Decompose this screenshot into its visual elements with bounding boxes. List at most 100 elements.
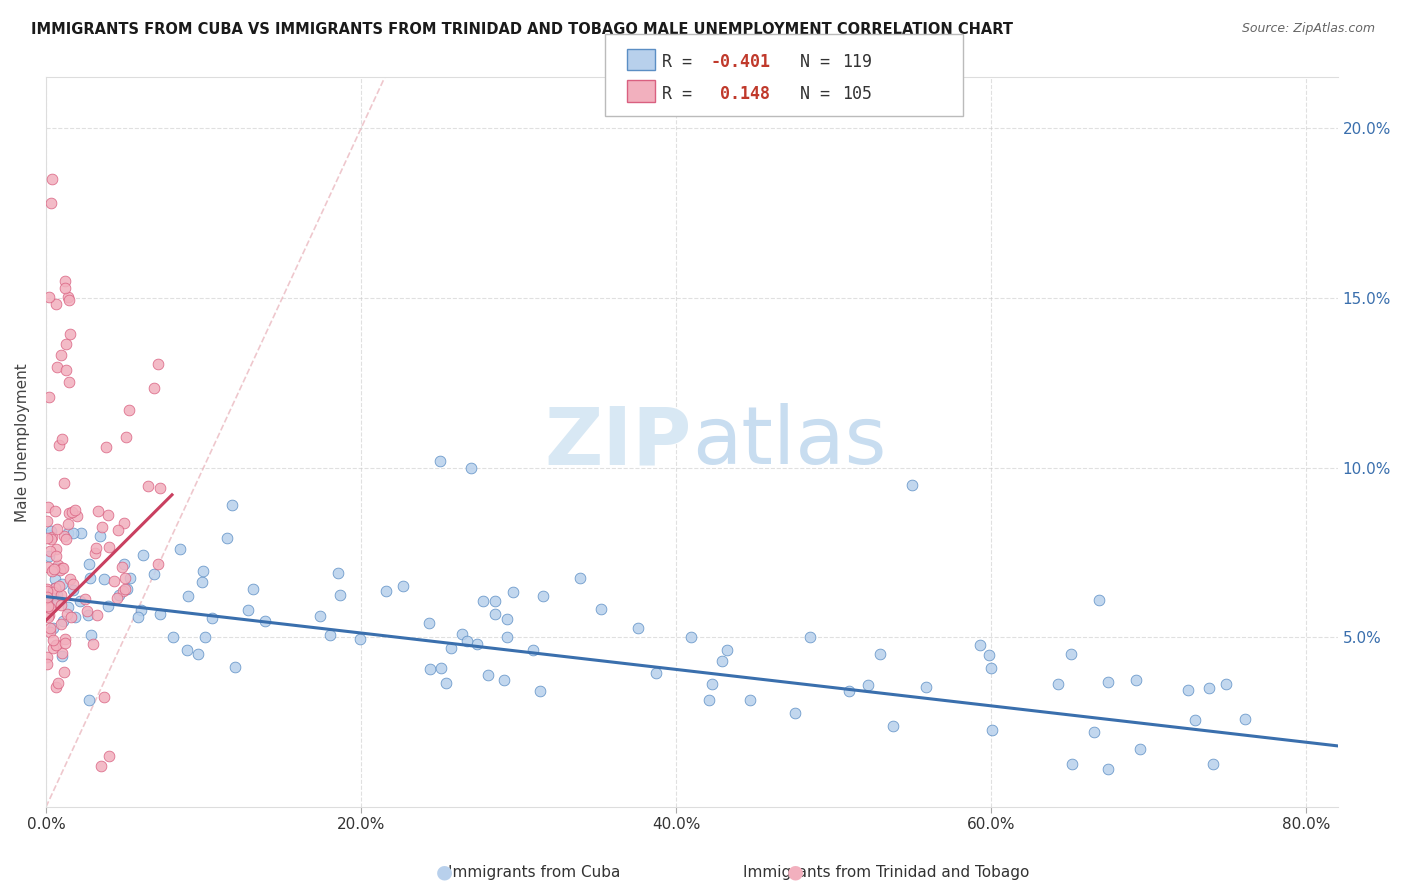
Point	[236, 603, 259, 617]
Point	[35, 583, 58, 598]
Point	[533, 589, 555, 603]
Point	[169, 542, 191, 557]
Point	[35, 657, 58, 671]
Point	[103, 574, 125, 588]
Point	[56, 599, 79, 614]
Point	[62, 583, 84, 598]
Point	[981, 723, 1004, 737]
Point	[94, 440, 117, 454]
Point	[42, 585, 65, 599]
Point	[38, 549, 60, 563]
Point	[35, 591, 58, 605]
Point	[45, 638, 67, 652]
Point	[1198, 681, 1220, 696]
Point	[484, 594, 506, 608]
Point	[39, 196, 62, 211]
Point	[39, 621, 62, 635]
Point	[149, 607, 172, 622]
Point	[460, 460, 482, 475]
Text: N =: N =	[780, 54, 841, 71]
Point	[52, 561, 75, 575]
Point	[41, 564, 63, 578]
Point	[869, 647, 891, 661]
Point	[35, 531, 58, 545]
Point	[49, 347, 72, 361]
Point	[710, 653, 733, 667]
Point	[87, 504, 110, 518]
Point	[111, 584, 134, 599]
Point	[191, 575, 214, 590]
Point	[799, 630, 821, 644]
Point	[162, 630, 184, 644]
Point	[131, 549, 153, 563]
Point	[112, 558, 135, 572]
Point	[136, 478, 159, 492]
Point	[142, 381, 165, 395]
Point	[41, 530, 63, 544]
Point	[45, 638, 67, 652]
Point	[45, 296, 67, 310]
Point	[1088, 592, 1111, 607]
Point	[44, 541, 66, 556]
Point	[392, 579, 415, 593]
Point	[465, 637, 488, 651]
Point	[48, 438, 70, 452]
Point	[55, 274, 77, 288]
Point	[1129, 742, 1152, 756]
Point	[440, 640, 463, 655]
Point	[114, 571, 136, 585]
Point	[697, 693, 720, 707]
Point	[51, 598, 73, 612]
Point	[53, 529, 76, 543]
Point	[318, 628, 340, 642]
Point	[1097, 763, 1119, 777]
Point	[1125, 673, 1147, 687]
Point	[107, 588, 129, 602]
Text: 105: 105	[842, 85, 872, 103]
Point	[1177, 683, 1199, 698]
Point	[48, 563, 70, 577]
Point	[627, 621, 650, 635]
Point	[55, 532, 77, 546]
Text: 0.148: 0.148	[710, 85, 770, 103]
Point	[58, 326, 80, 341]
Y-axis label: Male Unemployment: Male Unemployment	[15, 363, 30, 522]
Point	[63, 609, 86, 624]
Point	[35, 515, 58, 529]
Point	[65, 503, 87, 517]
Text: -0.401: -0.401	[710, 54, 770, 71]
Text: Immigrants from Cuba: Immigrants from Cuba	[449, 865, 620, 880]
Point	[39, 532, 62, 546]
Point	[45, 680, 67, 694]
Text: Source: ZipAtlas.com: Source: ZipAtlas.com	[1241, 22, 1375, 36]
Point	[200, 611, 222, 625]
Point	[39, 524, 62, 538]
Text: R =: R =	[662, 54, 702, 71]
Point	[53, 636, 76, 650]
Point	[495, 630, 517, 644]
Point	[115, 582, 138, 596]
Point	[44, 572, 66, 586]
Point	[79, 692, 101, 706]
Text: ●: ●	[787, 863, 804, 882]
Point	[37, 560, 59, 574]
Point	[716, 642, 738, 657]
Point	[186, 647, 208, 661]
Point	[42, 621, 65, 635]
Point	[90, 520, 112, 534]
Point	[56, 607, 79, 622]
Text: atlas: atlas	[692, 403, 886, 481]
Point	[221, 498, 243, 512]
Point	[740, 693, 762, 707]
Point	[1060, 647, 1083, 661]
Point	[38, 608, 60, 623]
Point	[969, 639, 991, 653]
Point	[56, 290, 79, 304]
Point	[42, 561, 65, 575]
Point	[76, 604, 98, 618]
Point	[37, 609, 59, 624]
Point	[46, 676, 69, 690]
Point	[980, 661, 1002, 675]
Point	[79, 571, 101, 585]
Point	[882, 719, 904, 733]
